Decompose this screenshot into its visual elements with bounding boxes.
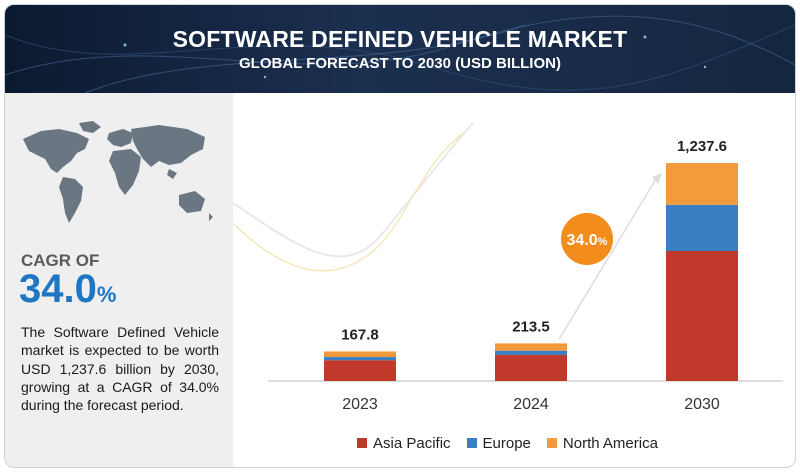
bar-segment-asia-pacific-2023 — [324, 360, 396, 381]
x-tick-label-2023: 2023 — [342, 396, 378, 413]
bar-segment-europe-2024 — [495, 350, 567, 355]
cagr-value: 34.0% — [19, 267, 116, 312]
legend-label-north-america: North America — [562, 434, 658, 452]
header-banner: SOFTWARE DEFINED VEHICLE MARKET GLOBAL F… — [5, 5, 795, 93]
bar-segment-north-america-2024 — [495, 343, 567, 351]
bar-segment-asia-pacific-2030 — [666, 251, 738, 381]
legend-swatch-asia-pacific — [357, 438, 367, 448]
legend-label-europe: Europe — [482, 434, 531, 452]
market-description: The Software Defined Vehicle market is e… — [21, 324, 219, 414]
cagr-bubble — [561, 213, 613, 265]
legend-item-north-america: North America — [546, 434, 658, 452]
cagr-label: CAGR OF — [21, 251, 100, 270]
total-label-2030: 1,237.6 — [677, 138, 727, 155]
growth-arrow-head — [652, 173, 662, 184]
legend-swatch-north-america — [546, 438, 557, 448]
cagr-number: 34.0 — [19, 267, 97, 311]
page-subtitle: GLOBAL FORECAST TO 2030 (USD BILLION) — [239, 55, 561, 72]
decorative-swirl — [233, 122, 474, 258]
bar-segment-north-america-2030 — [666, 163, 738, 205]
total-label-2024: 213.5 — [512, 318, 550, 335]
decorative-swirl — [233, 132, 464, 272]
bar-segment-europe-2030 — [666, 204, 738, 252]
legend-label-asia-pacific: Asia Pacific — [373, 434, 451, 452]
x-tick-label-2024: 2024 — [513, 396, 549, 413]
legend-swatch-europe — [466, 438, 477, 448]
chart-legend: Asia Pacific Europe North America — [357, 433, 674, 453]
bar-segment-north-america-2023 — [324, 351, 396, 358]
page-title: SOFTWARE DEFINED VEHICLE MARKET — [172, 26, 628, 52]
world-map-icon — [23, 121, 213, 223]
header-background-decoration — [5, 15, 795, 93]
x-tick-label-2030: 2030 — [684, 396, 720, 413]
bar-segment-europe-2023 — [324, 357, 396, 361]
legend-item-asia-pacific: Asia Pacific — [357, 435, 451, 452]
bar-segment-asia-pacific-2024 — [495, 354, 567, 381]
growth-arrow-line — [558, 178, 657, 340]
cagr-bubble-label: 34.0% — [567, 232, 608, 249]
total-label-2023: 167.8 — [341, 326, 379, 343]
legend-item-europe: Europe — [466, 434, 531, 452]
cagr-unit: % — [96, 282, 117, 307]
infographic-frame: SOFTWARE DEFINED VEHICLE MARKET GLOBAL F… — [4, 4, 796, 468]
stacked-bar-chart: 167.8 2023 213.5 2024 1,237.6 2030 34.0% — [233, 122, 783, 413]
